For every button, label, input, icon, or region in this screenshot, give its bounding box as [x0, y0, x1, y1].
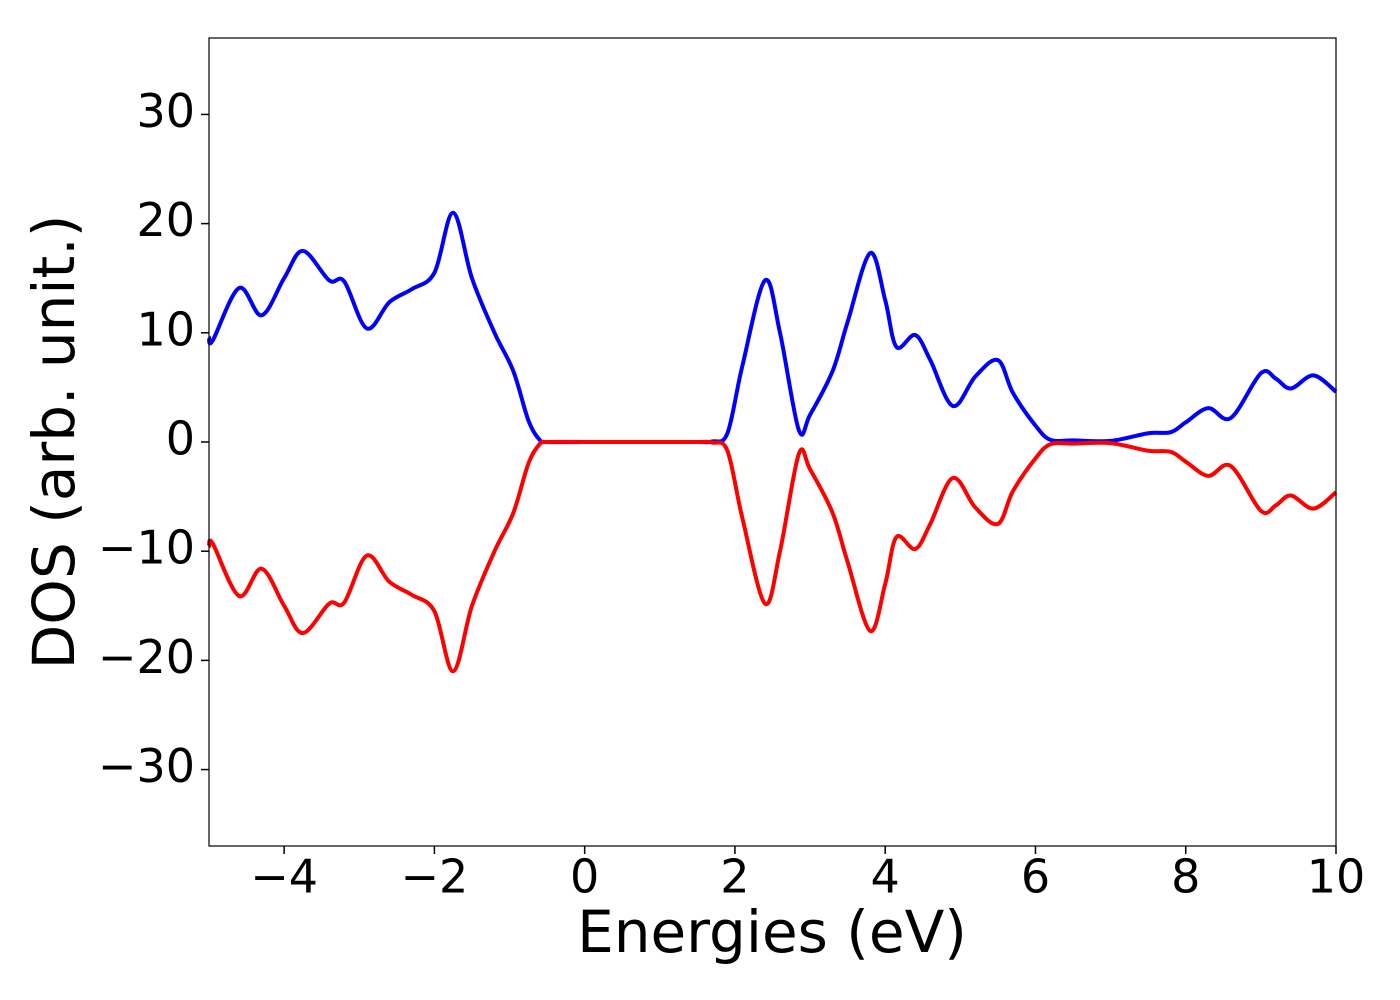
series-line [207, 210, 1338, 445]
y-tick-label: 30 [136, 84, 195, 138]
x-tick-label: 10 [1307, 850, 1366, 904]
x-axis-label: Energies (eV) [577, 898, 967, 966]
x-tick-label: 6 [1021, 850, 1050, 904]
y-axis-label: DOS (arb. unit.) [20, 215, 88, 670]
x-tick-label: 8 [1171, 850, 1200, 904]
x-tick-label: −4 [250, 850, 318, 904]
x-tick-label: 4 [871, 850, 900, 904]
y-tick-label: −30 [98, 739, 195, 793]
y-tick-label: −10 [98, 521, 195, 575]
y-tick-label: −20 [98, 630, 195, 684]
x-tick-label: 2 [720, 850, 749, 904]
x-tick-label: −2 [400, 850, 468, 904]
series-line [207, 439, 1338, 674]
x-tick-label: 0 [570, 850, 599, 904]
y-tick-label: 0 [166, 412, 195, 466]
y-tick-label: 20 [136, 193, 195, 247]
plot-frame [208, 37, 1337, 847]
y-tick-label: 10 [136, 302, 195, 356]
